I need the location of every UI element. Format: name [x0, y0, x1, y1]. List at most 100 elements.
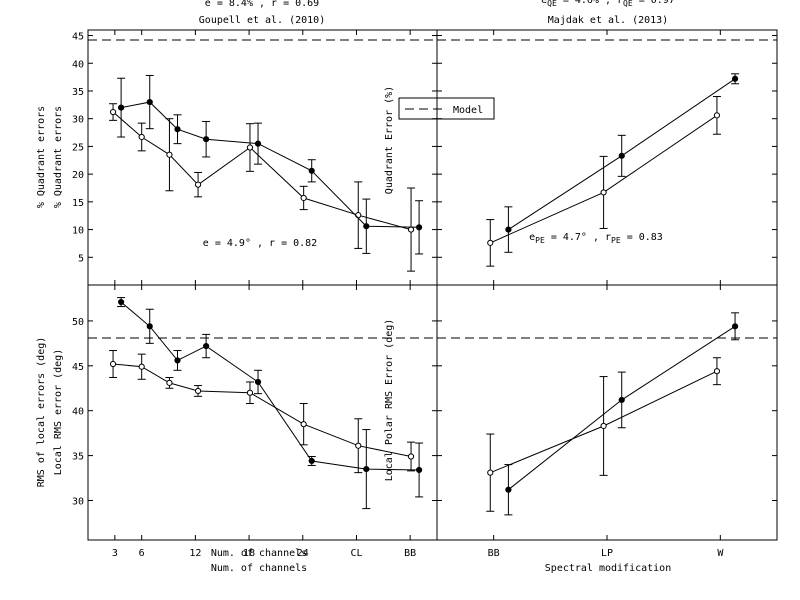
br-xtick-label: LP	[601, 548, 613, 559]
tl-series-open-line	[112, 111, 412, 231]
tl-ytick-label: 45	[72, 32, 84, 43]
br-point-open	[600, 422, 607, 430]
tl-ytick-label: 30	[72, 115, 84, 126]
tr-point-open	[487, 239, 494, 246]
tr-annotation-part: = 0.83	[621, 232, 663, 243]
tr-point-open	[713, 112, 721, 119]
bl-ytick-label: 50	[72, 317, 84, 328]
bl-xtick-label: 12	[189, 548, 201, 559]
bl-point-open	[246, 389, 254, 396]
br-point-open	[713, 368, 721, 375]
bl-ylabel-b: Local RMS error (deg)	[53, 349, 64, 475]
tl-point-filled	[118, 104, 125, 111]
tr-title-line1: eQE = 4.6% , rQE = 0.97	[541, 0, 675, 8]
bl-ytick-label: 30	[72, 496, 84, 507]
bl-xlabel-a: Num. of channels	[211, 548, 307, 559]
tl-point-filled	[203, 136, 210, 143]
bl-point-open	[355, 442, 362, 449]
tl-point-open	[138, 133, 145, 141]
tl-point-open	[407, 226, 415, 233]
bl-xlabel-b: Num. of channels	[211, 563, 307, 574]
br-xlabel: Spectral modification	[545, 563, 671, 574]
tl-ytick-label: 25	[72, 142, 84, 153]
tr-title-part: = 0.97	[633, 0, 675, 6]
tl-point-filled	[146, 98, 153, 106]
tl-ylabel-a: % Quadrant errors	[36, 106, 47, 208]
tl-annotation: e = 4.9° , r = 0.82	[203, 238, 317, 249]
bl-point-open	[166, 379, 173, 386]
legend: Model	[398, 97, 495, 120]
tr-annotation-part: = 4.7° , r	[545, 232, 611, 243]
bl-point-open	[109, 360, 117, 368]
tr-annotation-sub: PE	[535, 236, 545, 245]
br-xtick-label: W	[717, 548, 724, 559]
bl-series-open-line	[113, 363, 412, 457]
bl-point-open	[194, 387, 202, 395]
tr-title-part: e	[541, 0, 547, 6]
bl-xtick-label: CL	[350, 548, 362, 559]
bl-xtick-label: 3	[112, 548, 118, 559]
chart-marks: 5 10 15 20 25 30 35 40 45 30 35 40 45 50 3 6 12 18 24 CL BB B…	[72, 30, 777, 559]
br-point-open	[487, 469, 494, 476]
tr-point-filled	[618, 152, 625, 159]
tr-annotation-sub: PE	[611, 236, 621, 245]
bl-ylabel-a: RMS of local errors (deg)	[36, 337, 47, 488]
bl-point-filled	[118, 298, 125, 306]
tl-ytick-label: 35	[72, 87, 84, 98]
tr-title-sub: QE	[547, 0, 557, 8]
tl-point-open	[355, 212, 362, 219]
bl-point-open	[138, 363, 145, 370]
tr-title-line2: Majdak et al. (2013)	[548, 15, 668, 26]
tl-ylabel-b: % Quadrant errors	[53, 106, 64, 208]
tl-series-filled-line	[121, 101, 420, 228]
tl-point-open	[246, 144, 254, 151]
tl-ytick-label: 40	[72, 59, 84, 70]
tl-ytick-label: 15	[72, 198, 84, 209]
tl-point-filled	[174, 126, 181, 133]
bl-point-open	[300, 421, 307, 428]
br-ylabel: Local Polar RMS Error (deg)	[384, 319, 395, 482]
bl-point-filled	[363, 465, 370, 473]
tl-point-filled	[416, 224, 423, 231]
bl-point-open	[407, 453, 415, 460]
bl-point-filled	[174, 357, 181, 364]
tr-point-open	[600, 189, 607, 196]
bl-series-filled-line	[120, 301, 420, 471]
tr-ylabel: Quadrant Error (%)	[384, 86, 395, 194]
bl-point-filled	[308, 457, 315, 465]
bl-ytick-label: 40	[72, 407, 84, 418]
tl-point-open	[109, 108, 117, 116]
bl-point-filled	[203, 342, 210, 350]
tl-title-line2: Goupell et al. (2010)	[199, 15, 325, 26]
tr-title-part: = 4.6% , r	[557, 0, 623, 6]
tr-annotation: ePE = 4.7° , rPE = 0.83	[529, 232, 663, 245]
bl-point-filled	[416, 466, 423, 474]
tl-title-line1: e = 8.4% , r = 0.69	[205, 0, 319, 9]
tr-point-filled	[505, 226, 512, 233]
tl-point-filled	[363, 223, 370, 230]
tl-point-open	[194, 181, 202, 188]
tl-point-open	[166, 151, 173, 158]
bl-ytick-label: 45	[72, 362, 84, 373]
tr-point-filled	[731, 75, 739, 82]
br-point-filled	[505, 486, 512, 493]
tl-point-open	[300, 194, 307, 202]
tr-title-sub: QE	[623, 0, 633, 8]
legend-box	[398, 97, 495, 120]
bl-xtick-label: BB	[404, 548, 416, 559]
bl-point-filled	[146, 323, 153, 330]
tl-point-filled	[254, 140, 262, 147]
tl-ytick-label: 5	[78, 253, 84, 264]
bl-ytick-label: 35	[72, 452, 84, 463]
bl-xtick-label: 24	[297, 548, 309, 559]
tl-ytick-label: 20	[72, 170, 84, 181]
br-point-filled	[731, 323, 739, 330]
legend-label: Model	[453, 105, 483, 116]
br-point-filled	[618, 396, 625, 404]
tl-ytick-label: 10	[72, 226, 84, 237]
bl-xtick-label: 18	[243, 548, 255, 559]
br-xtick-label: BB	[488, 548, 500, 559]
bl-point-filled	[254, 378, 262, 386]
tr-annotation-part: e	[529, 232, 535, 243]
